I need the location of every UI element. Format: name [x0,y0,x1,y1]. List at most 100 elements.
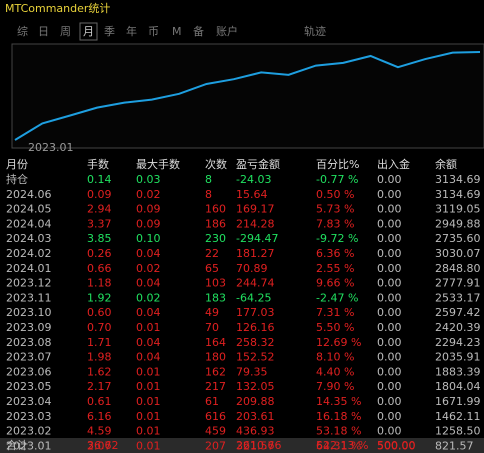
col-percent: 14.35 % [316,395,361,408]
col-balance: 2035.91 [435,351,481,364]
col-max-lots: 0.04 [136,306,161,319]
total-row-bg [0,438,484,453]
col-deposit: 0.00 [377,203,402,216]
col-month: 2023.08 [6,336,52,349]
tab[interactable]: 日 [38,25,49,38]
col-profit: 436.93 [236,425,275,438]
col-trades: 186 [205,217,226,230]
col-profit: 132.05 [236,380,275,393]
col-percent: 12.69 % [316,336,361,349]
tab[interactable]: 综 [17,24,28,38]
col-balance: 2735.60 [435,232,481,245]
tab[interactable]: 周 [60,25,71,38]
col-balance: 3119.05 [435,203,481,216]
tab[interactable]: M [172,25,182,38]
tab[interactable]: 轨迹 [304,24,326,38]
col-percent: 4.40 % [316,365,354,378]
col-lots: 3.37 [87,217,112,230]
col-deposit: 0.00 [377,380,402,393]
col-deposit: 0.00 [377,173,402,186]
col-profit: -64.25 [236,291,271,304]
col-balance: 2533.17 [435,291,481,304]
col-percent: 7.31 % [316,306,354,319]
tab[interactable]: 月 [83,25,94,38]
col-profit: 209.88 [236,395,275,408]
col-profit: 244.74 [236,277,275,290]
col-profit: 181.27 [236,247,275,260]
col-lots: 2.94 [87,203,112,216]
col-deposit: 0.00 [377,351,402,364]
col-month: 2024.05 [6,203,52,216]
col-trades: 8 [205,188,212,201]
tab[interactable]: 季 [104,25,115,38]
total-lots: 36.62 [87,439,119,452]
col-balance: 1258.50 [435,425,481,438]
col-month: 2023.06 [6,365,52,378]
col-deposit: 0.00 [377,321,402,334]
col-max-lots: 0.04 [136,277,161,290]
column-header: 余额 [435,157,457,171]
col-balance: 1462.11 [435,410,481,423]
col-month: 持仓 [6,172,28,186]
col-profit: -24.03 [236,173,271,186]
col-month: 2024.04 [6,217,52,230]
col-balance: 1883.39 [435,365,481,378]
col-percent: 7.83 % [316,217,354,230]
col-profit: 321.57 [236,439,275,452]
tab[interactable]: 币 [148,25,159,38]
col-max-lots: 0.01 [136,425,161,438]
balance-line [14,51,481,141]
tab[interactable]: 年 [126,24,137,38]
column-header: 最大手数 [136,157,180,171]
col-deposit: 0.00 [377,336,402,349]
col-month: 2023.09 [6,321,52,334]
col-month: 2023.11 [6,291,52,304]
col-trades: 162 [205,365,226,378]
col-max-lots: 0.01 [136,410,161,423]
col-max-lots: 0.03 [136,173,161,186]
col-trades: 183 [205,291,226,304]
column-header: 次数 [205,157,227,171]
col-trades: 459 [205,425,226,438]
col-lots: 3.85 [87,232,112,245]
col-trades: 70 [205,321,219,334]
col-trades: 164 [205,336,226,349]
col-balance: 1804.04 [435,380,481,393]
col-deposit: 0.00 [377,232,402,245]
col-trades: 8 [205,173,212,186]
tab[interactable]: 备 [193,24,204,38]
col-lots: 0.60 [87,306,112,319]
col-profit: 258.32 [236,336,275,349]
col-percent: -2.47 % [316,291,358,304]
col-balance: 2777.91 [435,277,481,290]
col-max-lots: 0.02 [136,188,161,201]
col-balance: 3134.69 [435,173,481,186]
col-lots: 1.71 [87,336,112,349]
col-month: 2023.05 [6,380,52,393]
col-lots: 0.70 [87,321,112,334]
col-month: 2024.02 [6,247,52,260]
tab[interactable]: 账户 [216,24,238,38]
col-max-lots: 0.09 [136,217,161,230]
col-trades: 180 [205,351,226,364]
col-trades: 22 [205,247,219,260]
col-balance: 2420.39 [435,321,481,334]
col-trades: 217 [205,380,226,393]
col-month: 2024.01 [6,262,52,275]
col-percent: -0.77 % [316,173,358,186]
col-month: 2023.04 [6,395,52,408]
col-profit: 79.35 [236,365,268,378]
col-month: 2024.06 [6,188,52,201]
col-trades: 61 [205,395,219,408]
column-header: 月份 [6,158,28,171]
col-percent: 7.90 % [316,380,354,393]
col-trades: 207 [205,439,226,452]
col-lots: 2.07 [87,439,112,452]
col-profit: 169.17 [236,203,275,216]
col-profit: 15.64 [236,188,268,201]
tab-highlight [79,22,98,41]
col-lots: 6.16 [87,410,112,423]
col-deposit: 0.00 [377,247,402,260]
window-title: MTCommander统计 [5,2,110,15]
